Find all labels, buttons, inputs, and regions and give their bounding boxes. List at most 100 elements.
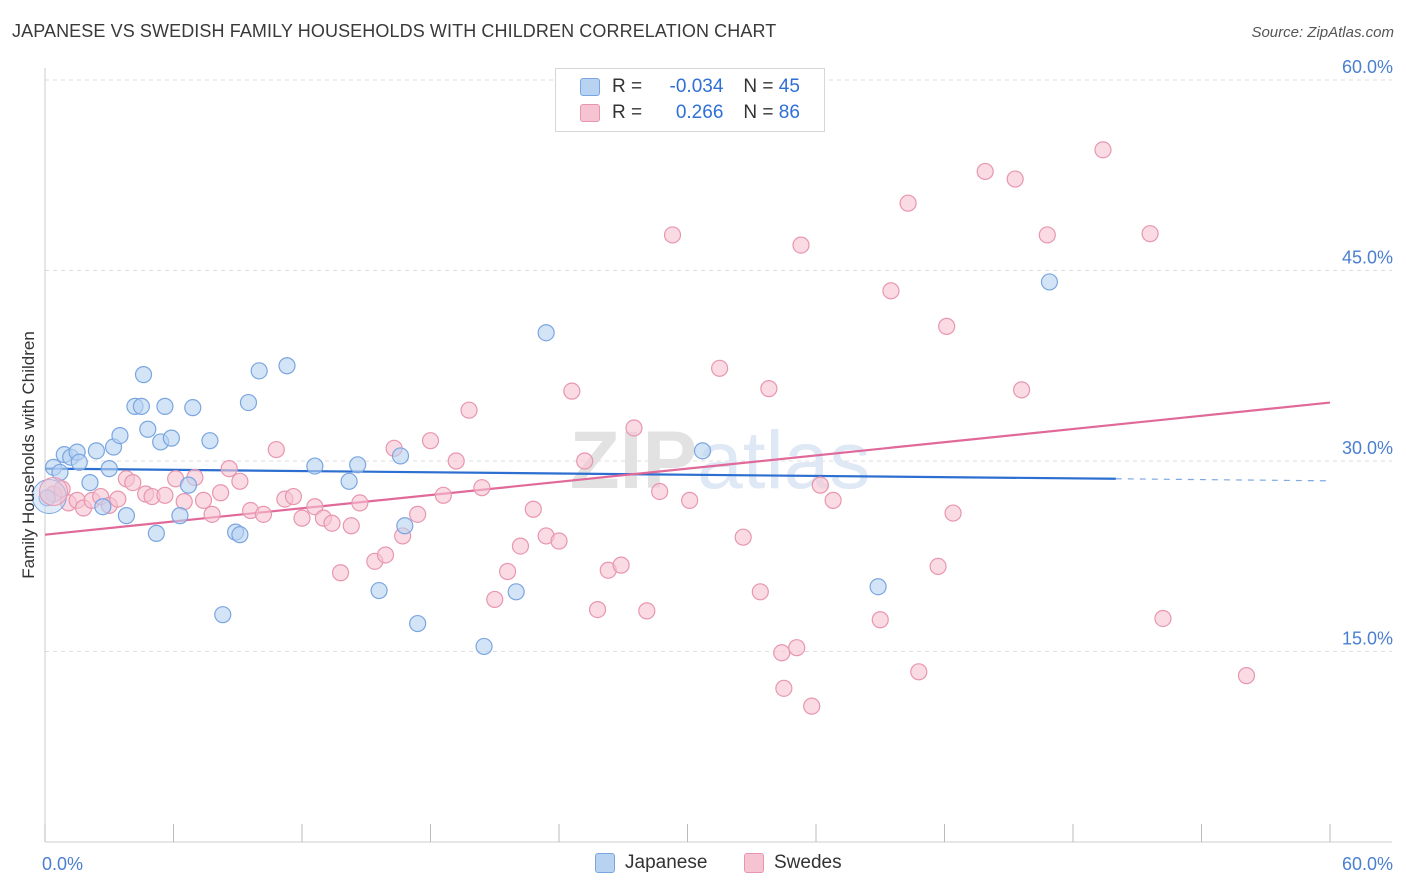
japanese-point	[396, 517, 414, 535]
swedes-point	[1141, 225, 1159, 243]
japanese-point	[340, 472, 358, 490]
swedes-point	[486, 590, 504, 609]
swedes-point	[284, 487, 303, 506]
swedes-point	[156, 486, 174, 504]
japanese-point	[132, 397, 150, 415]
swedes-point	[824, 491, 842, 509]
swedes-point	[293, 509, 311, 527]
swedes-point	[663, 226, 682, 244]
japanese-point	[147, 524, 165, 542]
japanese-point	[70, 453, 88, 471]
swedes-point	[254, 505, 273, 523]
swedes-point	[711, 359, 729, 377]
japanese-point	[370, 581, 388, 600]
swedes-point	[267, 440, 285, 459]
swedes-point	[588, 600, 607, 619]
japanese-point	[239, 393, 258, 412]
swedes-point	[882, 282, 900, 300]
swedes-point	[929, 557, 947, 576]
japanese-point	[507, 583, 525, 601]
swedes-point	[1094, 141, 1112, 159]
data-points	[31, 141, 1256, 715]
legend-swatch-japanese	[580, 78, 600, 96]
y-tick-label: 15.0%	[1342, 629, 1393, 649]
swedes-point	[323, 514, 341, 532]
swedes-point	[944, 504, 962, 522]
japanese-point	[184, 399, 202, 417]
swedes-point	[434, 486, 452, 504]
swedes-point	[194, 491, 213, 509]
y-tick-label: 30.0%	[1342, 438, 1393, 458]
bottom-legend-swedes: Swedes	[744, 852, 842, 874]
japanese-point	[100, 460, 118, 478]
swedes-point	[651, 482, 669, 501]
bottom-legend-label-japanese: Japanese	[625, 852, 708, 873]
bottom-legend-swatch-japanese	[595, 853, 615, 873]
swedes-point	[792, 236, 810, 254]
swedes-point	[231, 472, 249, 490]
swedes-point	[899, 194, 917, 212]
swedes-cluster-point	[39, 476, 69, 506]
swedes-point	[124, 473, 142, 492]
legend-box: R = -0.034 N = 45 R = 0.266 N = 86	[555, 68, 825, 132]
source-label: Source: ZipAtlas.com	[1251, 24, 1394, 41]
swedes-point	[1237, 667, 1256, 685]
swedes-point	[811, 476, 829, 494]
swedes-point	[976, 162, 994, 181]
japanese-point	[250, 362, 268, 380]
swedes-point	[511, 537, 530, 555]
swedes-point	[938, 317, 956, 335]
japanese-point	[94, 498, 112, 516]
japanese-point	[201, 432, 219, 450]
swedes-point	[473, 479, 491, 497]
legend-n-value: 86	[778, 102, 800, 123]
japanese-point	[475, 637, 493, 656]
legend-row-swedes: R = 0.266 N = 86	[580, 101, 800, 125]
swedes-point	[788, 639, 806, 657]
swedes-point	[734, 528, 752, 546]
swedes-point	[1038, 226, 1056, 244]
y-tick-label: 60.0%	[1342, 57, 1393, 77]
swedes-point	[351, 494, 369, 512]
watermark: ZIPatlas	[570, 415, 871, 506]
swedes-point	[625, 419, 643, 437]
swedes-point	[751, 583, 769, 601]
swedes-point	[421, 432, 440, 450]
japanese-point	[409, 614, 427, 633]
swedes-point	[447, 452, 465, 470]
japanese-point	[537, 324, 555, 342]
swedes-point	[331, 564, 350, 582]
japanese-point	[278, 357, 296, 375]
y-axis-label: Family Households with Children	[19, 331, 38, 579]
japanese-point	[171, 507, 189, 525]
legend-r-value: -0.034	[669, 76, 724, 97]
swedes-point	[409, 505, 427, 523]
swedes-point	[499, 562, 517, 581]
legend-row-japanese: R = -0.034 N = 45	[580, 75, 800, 99]
japanese-point	[306, 457, 324, 475]
japanese-point	[1040, 273, 1059, 291]
y-tick-label: 45.0%	[1342, 248, 1393, 268]
x-tick-label-max: 60.0%	[1342, 854, 1393, 874]
chart-title: JAPANESE VS SWEDISH FAMILY HOUSEHOLDS WI…	[12, 21, 777, 41]
japanese-point	[139, 420, 157, 438]
swedes-point	[203, 505, 221, 523]
bottom-legend-label-swedes: Swedes	[774, 852, 842, 873]
bottom-legend-swatch-swedes	[744, 853, 764, 873]
swedes-point	[910, 663, 928, 681]
swedes-point	[803, 697, 821, 715]
legend-swatch-swedes	[580, 104, 600, 122]
swedes-point	[460, 401, 478, 419]
swedes-point	[212, 484, 230, 502]
swedes-point	[524, 500, 542, 518]
swedes-point	[612, 556, 630, 574]
swedes-point	[638, 602, 656, 620]
swedes-point	[109, 490, 127, 508]
swedes-point	[563, 382, 581, 400]
tick-labels: 15.0% 30.0% 45.0% 60.0% 0.0% 60.0%	[42, 57, 1393, 874]
swedes-point	[1154, 609, 1172, 628]
swedes-point	[550, 532, 568, 550]
swedes-point	[576, 452, 594, 470]
legend-r-value: 0.266	[670, 102, 724, 123]
